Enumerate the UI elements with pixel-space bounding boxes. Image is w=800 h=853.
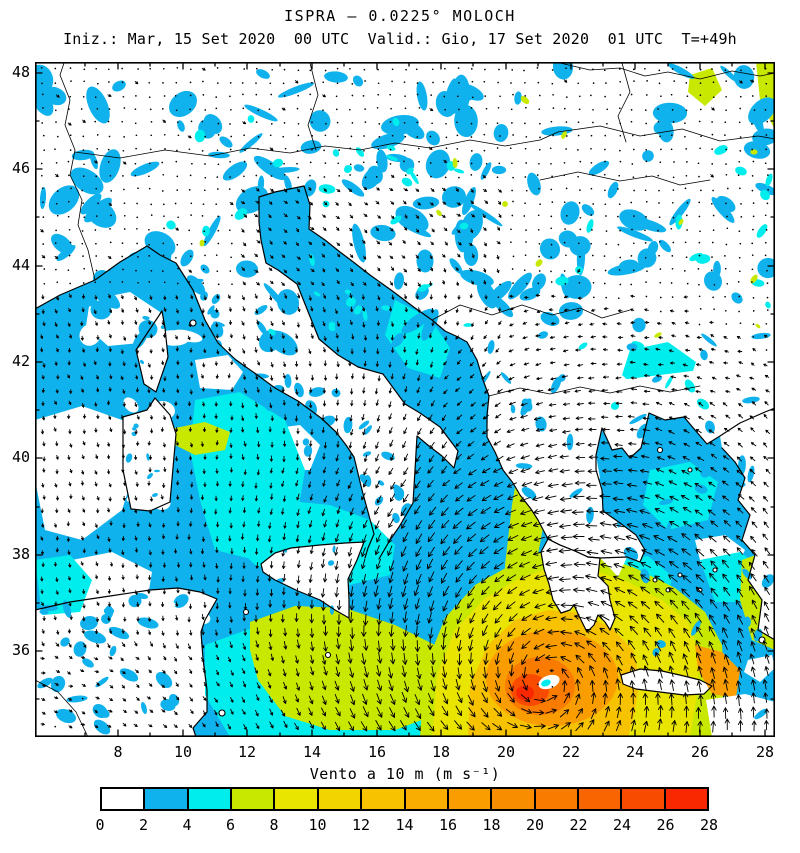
lat-tick-label: 42 (11, 352, 30, 370)
lon-tick-label: 18 (431, 743, 451, 761)
colorbar-cell (576, 789, 621, 809)
colorbar (100, 787, 709, 811)
lon-tick-label: 14 (302, 743, 322, 761)
colorbar-cell (533, 789, 577, 809)
colorbar-tick-label: 2 (138, 816, 149, 834)
colorbar-cell (663, 789, 708, 809)
colorbar-tick-label: 8 (269, 816, 279, 834)
lat-tick-label: 48 (11, 63, 30, 81)
plot-subtitle: Iniz.: Mar, 15 Set 2020 00 UTC Valid.: G… (63, 30, 737, 48)
lon-tick-label: 8 (113, 743, 123, 761)
colorbar-cell (143, 789, 187, 809)
colorbar-cell (102, 789, 144, 809)
lon-tick-label: 22 (561, 743, 581, 761)
lat-tick-label: 36 (11, 641, 30, 659)
colorbar-cell (403, 789, 447, 809)
colorbar-cell (490, 789, 534, 809)
wind-arrows-layer (40, 66, 771, 733)
map-plot (35, 62, 775, 737)
colorbar-tick-label: 20 (525, 816, 545, 834)
colorbar-cell (446, 789, 491, 809)
coastline-layer (35, 185, 775, 737)
colorbar-cell (316, 789, 361, 809)
lat-tick-label: 44 (11, 256, 30, 274)
lon-tick-label: 28 (755, 743, 775, 761)
colorbar-tick-label: 16 (438, 816, 458, 834)
lon-tick-label: 26 (690, 743, 710, 761)
colorbar-tick-label: 18 (482, 816, 501, 834)
border-layer (35, 62, 775, 737)
lat-tick-label: 40 (11, 448, 30, 466)
colorbar-cell (186, 789, 231, 809)
colorbar-cell (230, 789, 274, 809)
lon-tick-label: 20 (496, 743, 516, 761)
vortex-layer (486, 630, 775, 737)
frame-layer (35, 62, 775, 737)
lon-tick-label: 12 (237, 743, 257, 761)
lat-tick-label: 38 (11, 545, 30, 563)
colorbar-tick-label: 12 (351, 816, 371, 834)
mottle-layer (35, 62, 775, 735)
colorbar-cell (273, 789, 317, 809)
plot-title: ISPRA – 0.0225° MOLOCH (284, 7, 516, 25)
colorbar-tick-label: 26 (656, 816, 675, 834)
colorbar-title: Vento a 10 m (m s⁻¹) (309, 765, 501, 783)
colorbar-tick-label: 4 (182, 816, 192, 834)
colorbar-cell (620, 789, 664, 809)
colorbar-tick-label: 0 (95, 816, 105, 834)
colorbar-tick-label: 6 (225, 816, 236, 834)
colorbar-cell (360, 789, 404, 809)
colorbar-tick-label: 10 (308, 816, 327, 834)
colorbar-tick-label: 24 (612, 816, 632, 834)
colorbar-tick-label: 14 (395, 816, 414, 834)
colorbar-tick-label: 22 (569, 816, 588, 834)
lat-tick-label: 46 (11, 159, 30, 177)
lon-tick-label: 16 (367, 743, 387, 761)
colorbar-tick-label: 28 (699, 816, 719, 834)
lon-tick-label: 24 (625, 743, 645, 761)
lon-tick-label: 10 (173, 743, 193, 761)
